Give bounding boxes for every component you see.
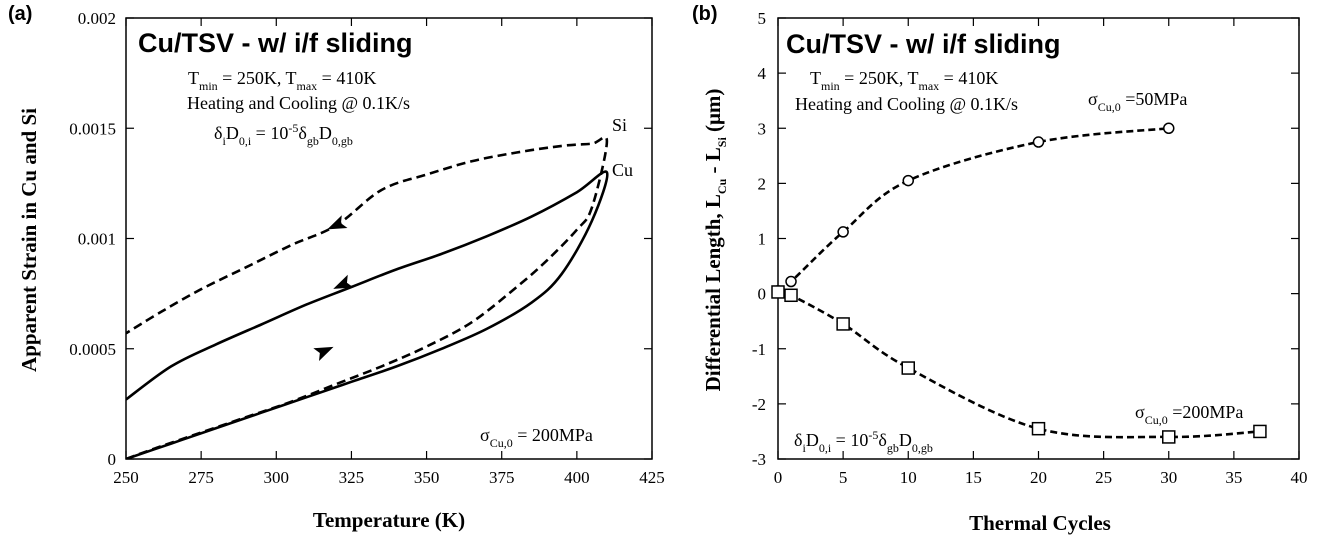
panel-b-x-tick-label: 20 xyxy=(1030,468,1047,487)
panel-a-stress-label: σCu,0 = 200MPa xyxy=(480,425,593,450)
panel-a-x-tick-label: 375 xyxy=(489,468,515,487)
data-point-circle xyxy=(1163,122,1175,134)
panel-b-x-tick-label: 40 xyxy=(1291,468,1308,487)
panel-b-y-tick-label: 0 xyxy=(758,285,767,304)
panel-b-label: (b) xyxy=(692,3,718,25)
panel-b-rate: Heating and Cooling @ 0.1K/s xyxy=(795,94,1018,114)
series-label-200mpa: σCu,0 =200MPa xyxy=(1135,402,1243,427)
panel-a-y-tick-label: 0.001 xyxy=(78,230,116,249)
panel-a-x-axis-label: Temperature (K) xyxy=(313,508,465,532)
panel-b-markers xyxy=(771,122,1267,444)
data-point-circle xyxy=(1032,136,1045,148)
panel-b-x-tick-label: 5 xyxy=(839,468,848,487)
panel-a-y-tick-label: 0.002 xyxy=(78,9,116,28)
panel-a-title: Cu/TSV - w/ i/f sliding xyxy=(138,28,413,58)
panel-a-y-tick-label: 0 xyxy=(108,450,117,469)
data-point-circle xyxy=(902,174,914,187)
data-point-square xyxy=(771,285,785,299)
panel-b-y-tick-label: 4 xyxy=(758,64,767,83)
panel-a-x-tick-label: 300 xyxy=(264,468,290,487)
series-fit-line-square xyxy=(778,290,1260,439)
panel-a: (a) 250 275 300 325 350 375 400 425 0 0.0005 0.001… xyxy=(8,3,665,532)
panel-a-ticks: 250 275 300 325 350 375 400 425 0 0.0005 0.001 0.00… xyxy=(69,9,665,487)
panel-b-x-tick-label: 25 xyxy=(1095,468,1112,487)
panel-a-rate: Heating and Cooling @ 0.1K/s xyxy=(187,93,410,113)
panel-b-x-tick-label: 30 xyxy=(1160,468,1177,487)
data-point-square xyxy=(836,317,850,331)
panel-b-temp-range: Tmin = 250K, Tmax = 410K xyxy=(810,68,998,93)
panel-b-y-tick-label: 3 xyxy=(758,119,767,138)
panel-a-temp-range: Tmin = 250K, Tmax = 410K xyxy=(188,68,376,93)
panel-a-x-tick-label: 350 xyxy=(414,468,440,487)
direction-arrow-left xyxy=(327,215,348,230)
panel-a-diffusion: δiD0,i = 10-5δgbD0,gb xyxy=(214,121,353,148)
panel-b-y-tick-label: 1 xyxy=(758,230,767,249)
data-point-circle xyxy=(837,226,849,238)
panel-a-x-tick-label: 400 xyxy=(564,468,590,487)
series-label-50mpa: σCu,0 =50MPa xyxy=(1088,89,1187,114)
series-line-si xyxy=(126,135,609,459)
series-end-label-cu: Cu xyxy=(612,160,633,180)
panel-b-title: Cu/TSV - w/ i/f sliding xyxy=(786,29,1061,59)
data-point-square xyxy=(1162,430,1176,444)
panel-b-x-tick-label: 10 xyxy=(900,468,917,487)
panel-b-y-axis-label: Differential Length, LCu - LSi (μm) xyxy=(701,89,729,392)
data-point-circle xyxy=(785,275,797,288)
panel-a-x-tick-label: 325 xyxy=(339,468,365,487)
panel-b-x-tick-label: 35 xyxy=(1225,468,1242,487)
data-point-square xyxy=(784,288,798,303)
panel-b-x-tick-label: 15 xyxy=(965,468,982,487)
panel-b-series xyxy=(778,127,1260,439)
panel-a-series xyxy=(126,135,609,459)
series-end-label-si: Si xyxy=(612,115,627,135)
panel-b-y-tick-label: -1 xyxy=(752,340,766,359)
direction-arrow-right xyxy=(313,346,334,362)
series-line-cu xyxy=(126,170,609,459)
panel-a-label: (a) xyxy=(8,3,32,25)
data-point-square xyxy=(901,361,915,375)
series-fit-line-circle xyxy=(778,127,1169,293)
panel-b-y-tick-label: 2 xyxy=(758,174,767,193)
data-point-square xyxy=(1253,424,1267,439)
panel-a-x-tick-label: 275 xyxy=(188,468,214,487)
panel-a-x-tick-label: 425 xyxy=(639,468,665,487)
panel-b-x-tick-label: 0 xyxy=(774,468,783,487)
panel-b-x-axis-label: Thermal Cycles xyxy=(969,511,1111,535)
panel-a-y-tick-label: 0.0005 xyxy=(69,340,116,359)
panel-a-arrows xyxy=(313,215,354,362)
panel-b-y-tick-label: -2 xyxy=(752,395,766,414)
panel-a-y-axis-label: Apparent Strain in Cu and Si xyxy=(17,108,41,372)
panel-b-y-tick-label: 5 xyxy=(758,9,767,28)
panel-a-y-tick-label: 0.0015 xyxy=(69,119,116,138)
panel-b-ticks: 0 5 10 15 20 25 30 35 40 -3 -2 -1 0 1 2 3 4 5 xyxy=(752,9,1308,487)
panel-b: (b) 0 5 10 15 20 25 30 35 40 -3 -2 -1 0 1 2 3 4 5 Cu/TSV … xyxy=(692,3,1308,535)
data-point-square xyxy=(1031,421,1046,436)
panel-a-x-tick-label: 250 xyxy=(113,468,139,487)
panel-b-diffusion: δiD0,i = 10-5δgbD0,gb xyxy=(794,428,933,455)
direction-arrow-left xyxy=(333,274,354,289)
panel-b-y-tick-label: -3 xyxy=(752,450,766,469)
